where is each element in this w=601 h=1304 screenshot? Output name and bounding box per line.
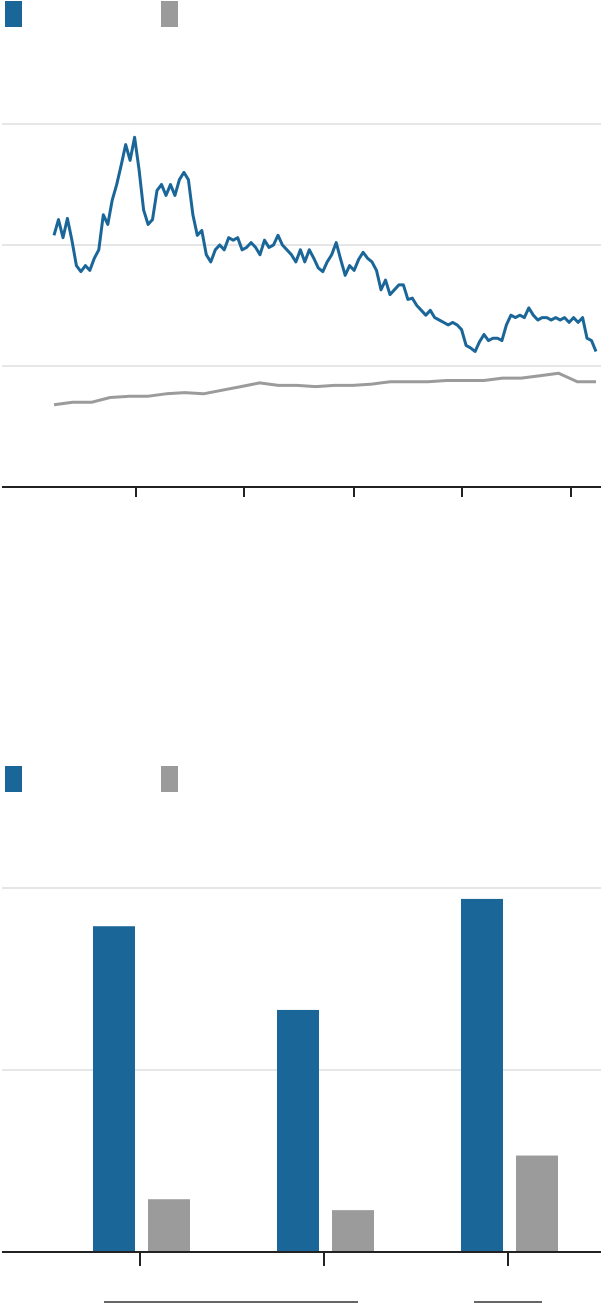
bar-series-2 <box>516 1155 558 1252</box>
bar-series-2 <box>332 1210 374 1252</box>
line-series-1 <box>52 135 598 353</box>
line-series-2 <box>53 371 596 407</box>
bar-series-1 <box>277 1009 319 1252</box>
bar-series-1 <box>93 926 135 1252</box>
legend-swatch-series-1 <box>5 766 22 792</box>
legend-swatch-series-2 <box>161 1 178 27</box>
bar-series-1 <box>461 898 503 1252</box>
legend-swatch-series-1 <box>5 1 22 27</box>
bar-series-2 <box>148 1199 190 1252</box>
legend-swatch-series-2 <box>161 766 178 792</box>
